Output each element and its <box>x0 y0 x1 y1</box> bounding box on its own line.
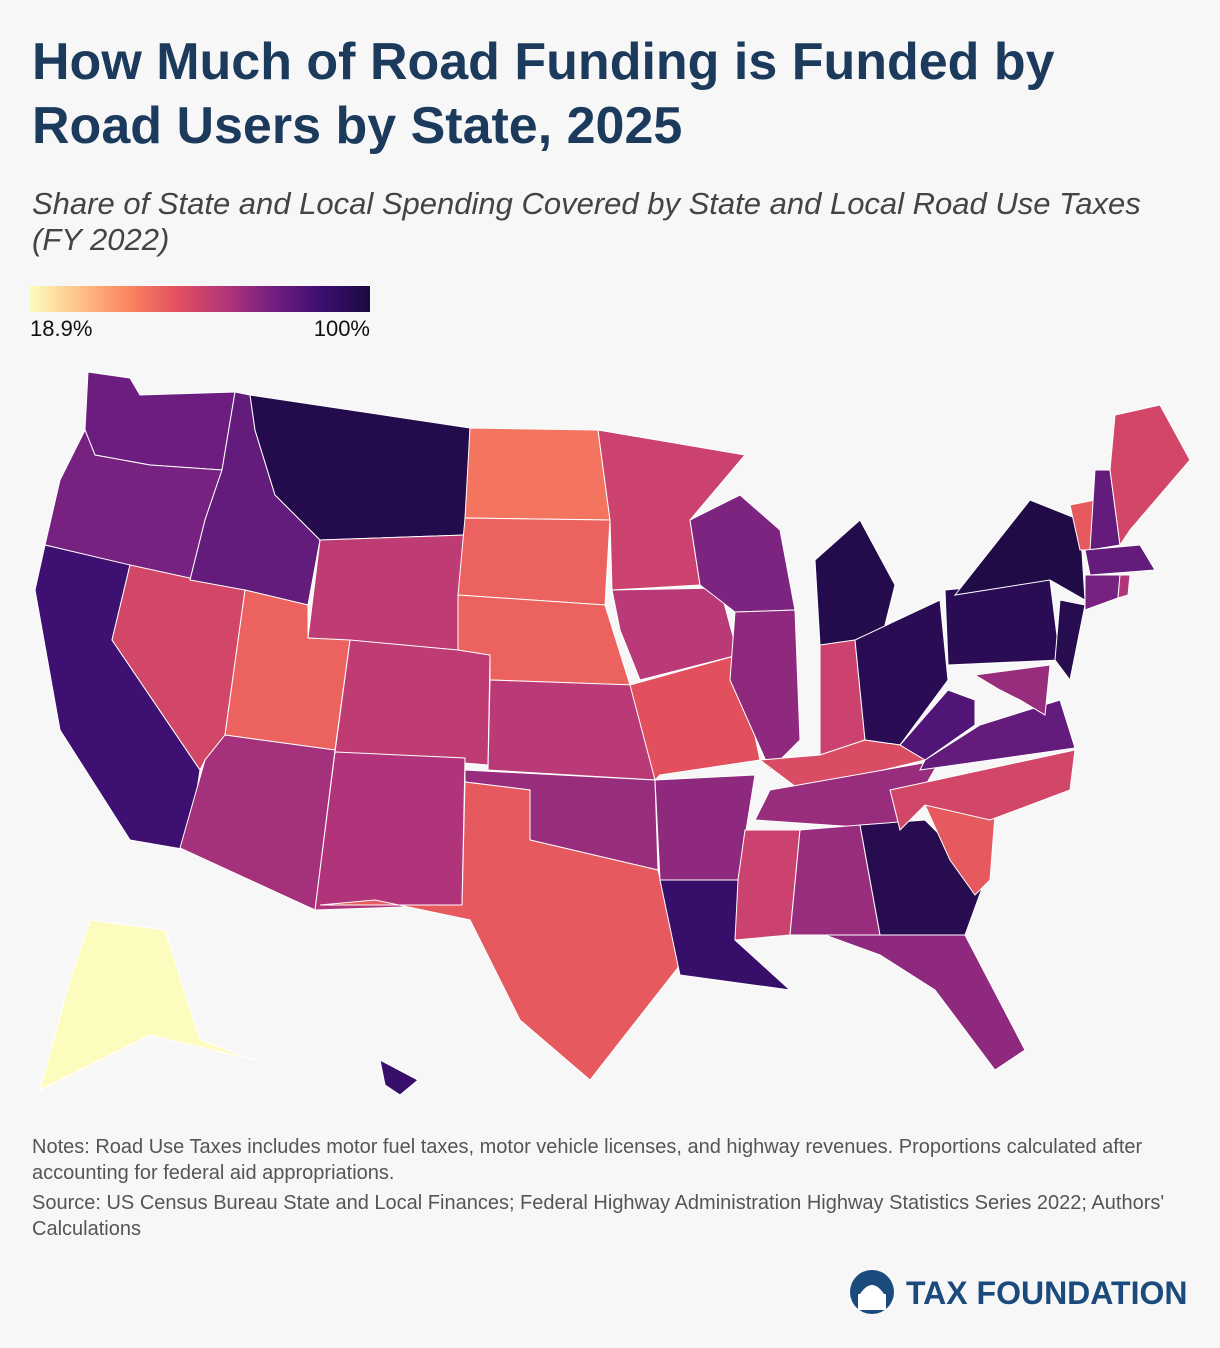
state <box>1054 599 1086 682</box>
states <box>34 371 1191 1096</box>
state <box>314 751 466 911</box>
state <box>1084 544 1156 576</box>
state <box>1084 574 1121 611</box>
state <box>889 749 1076 831</box>
subtitle: Share of State and Local Spending Covere… <box>32 186 1141 257</box>
state <box>464 427 611 521</box>
notes: Notes: Road Use Taxes includes motor fue… <box>32 1136 1143 1184</box>
state <box>179 734 336 911</box>
state <box>487 679 656 781</box>
brand: TAX FOUNDATION <box>906 1275 1187 1311</box>
state <box>824 934 1026 1071</box>
state <box>1117 574 1131 599</box>
state <box>734 829 801 941</box>
state <box>379 1059 419 1096</box>
state <box>973 664 1051 716</box>
source: Source: US Census Bureau State and Local… <box>32 1192 1165 1240</box>
state <box>84 371 236 471</box>
state <box>919 699 1076 771</box>
state <box>334 639 491 766</box>
state <box>953 499 1086 601</box>
state <box>814 519 896 646</box>
legend-min: 18.9% <box>30 316 92 341</box>
state <box>319 781 681 1081</box>
state <box>307 534 466 651</box>
state <box>457 517 611 606</box>
legend-max: 100% <box>314 316 370 341</box>
title: How Much of Road Funding is Funded by Ro… <box>32 33 1055 155</box>
logo-icon <box>850 1270 894 1314</box>
state <box>899 689 976 761</box>
state <box>1109 404 1191 547</box>
state <box>659 879 792 991</box>
legend-bar <box>30 286 370 312</box>
state <box>729 609 801 771</box>
state <box>39 919 256 1091</box>
state <box>854 599 949 746</box>
state <box>629 654 761 781</box>
state <box>611 587 739 681</box>
